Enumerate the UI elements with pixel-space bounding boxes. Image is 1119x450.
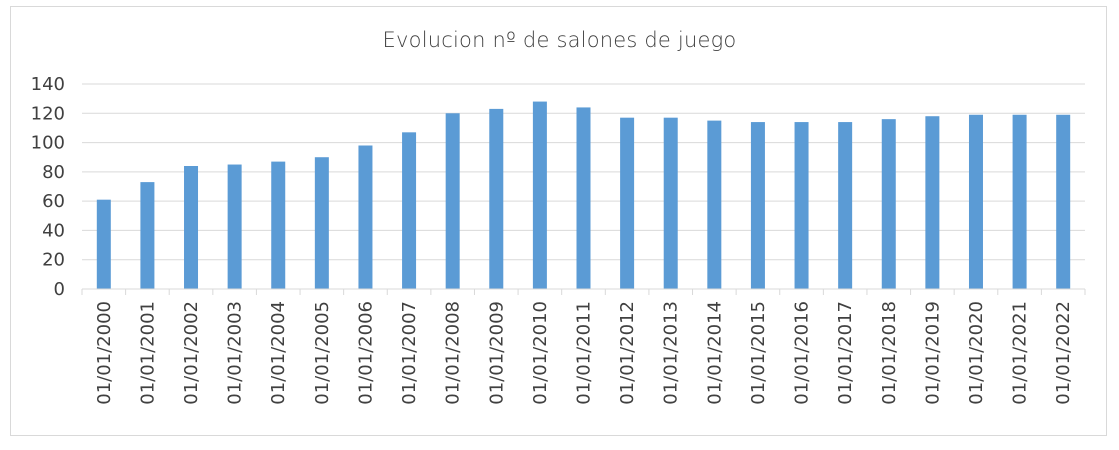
bar-01/01/2012	[620, 117, 635, 289]
x-tick-label: 01/01/2009	[486, 301, 507, 405]
y-tick-label: 40	[42, 220, 65, 241]
x-tick-label: 01/01/2000	[94, 301, 115, 405]
y-tick-label: 60	[42, 191, 65, 212]
x-tick-label: 01/01/2011	[574, 301, 595, 405]
bar-01/01/2005	[314, 157, 329, 289]
bar-01/01/2016	[794, 122, 809, 289]
bar-01/01/2003	[227, 164, 242, 289]
x-tick-label: 01/01/2008	[443, 301, 464, 405]
x-tick-label: 01/01/2006	[355, 301, 376, 405]
bar-01/01/2007	[402, 132, 417, 289]
bar-01/01/2001	[140, 182, 155, 289]
bar-01/01/2017	[838, 122, 853, 289]
bar-01/01/2021	[1012, 114, 1027, 289]
bar-01/01/2008	[445, 113, 460, 290]
bar-01/01/2006	[358, 145, 373, 289]
x-tick-label: 01/01/2013	[661, 301, 682, 405]
x-tick-label: 01/01/2014	[704, 301, 725, 405]
x-axis-tick-labels: 01/01/2000 01/01/2001 01/01/2002 01/01/2003…	[94, 301, 1074, 405]
bar-01/01/2004	[271, 161, 286, 289]
bars	[96, 101, 1071, 290]
chart-title: Evolucion nº de salones de juego	[382, 28, 737, 52]
bar-01/01/2000	[96, 199, 111, 289]
bar-01/01/2010	[532, 101, 547, 289]
y-tick-label: 100	[31, 133, 65, 154]
y-tick-label: 20	[42, 250, 65, 271]
x-tick-label: 01/01/2007	[399, 301, 420, 405]
x-tick-label: 01/01/2004	[268, 301, 289, 405]
x-tick-label: 01/01/2015	[748, 301, 769, 405]
y-tick-label: 140	[31, 74, 65, 95]
x-tick-label: 01/01/2012	[617, 301, 638, 405]
x-tick-label: 01/01/2017	[835, 301, 856, 405]
x-tick-label: 01/01/2016	[792, 301, 813, 405]
y-tick-label: 120	[31, 103, 65, 124]
x-tick-label: 01/01/2003	[225, 301, 246, 405]
bar-01/01/2020	[968, 114, 983, 289]
bar-01/01/2014	[707, 120, 722, 289]
x-tick-label: 01/01/2002	[181, 301, 202, 405]
y-axis-tick-labels: 0 20 40 60 80 100 120 140	[31, 74, 65, 300]
bar-01/01/2018	[881, 119, 896, 290]
x-tick-label: 01/01/2010	[530, 301, 551, 405]
x-axis	[81, 288, 1086, 295]
x-tick-label: 01/01/2020	[966, 301, 987, 405]
y-tick-label: 0	[54, 279, 65, 300]
bar-01/01/2019	[925, 116, 940, 289]
bar-01/01/2009	[489, 108, 504, 290]
x-tick-label: 01/01/2001	[137, 301, 158, 405]
bar-01/01/2002	[184, 166, 199, 289]
x-tick-label: 01/01/2005	[312, 301, 333, 405]
y-tick-label: 80	[42, 162, 65, 183]
x-tick-label: 01/01/2018	[879, 301, 900, 405]
bar-01/01/2022	[1056, 114, 1071, 289]
bar-01/01/2013	[663, 117, 678, 289]
bar-01/01/2015	[750, 122, 765, 289]
x-tick-label: 01/01/2022	[1053, 301, 1074, 405]
x-tick-label: 01/01/2021	[1010, 301, 1031, 405]
x-tick-label: 01/01/2019	[922, 301, 943, 405]
bar-01/01/2011	[576, 107, 591, 289]
